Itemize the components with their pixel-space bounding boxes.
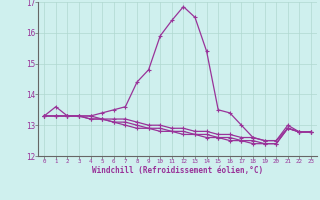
X-axis label: Windchill (Refroidissement éolien,°C): Windchill (Refroidissement éolien,°C) [92, 166, 263, 175]
